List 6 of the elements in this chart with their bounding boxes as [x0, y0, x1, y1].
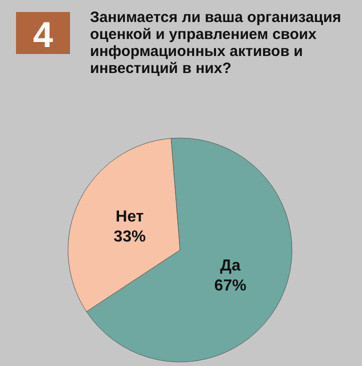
- number-badge: 4: [16, 12, 70, 55]
- slice-label: Нет: [116, 208, 144, 226]
- data-label: 67%: [214, 278, 246, 295]
- data-label: 33%: [114, 228, 146, 246]
- slice-label: Да: [220, 258, 241, 275]
- chart-title: Занимается ли ваша организация оценкой и управлением своих информационных активов и инвестиций в них?: [90, 9, 342, 77]
